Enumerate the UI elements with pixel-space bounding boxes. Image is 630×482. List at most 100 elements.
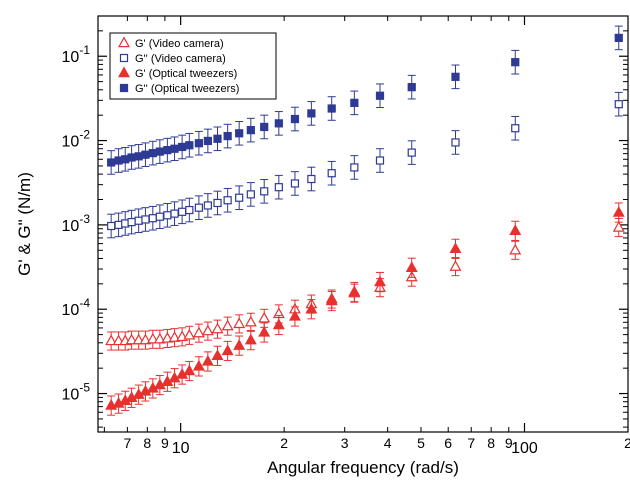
data-point bbox=[235, 129, 244, 138]
data-point bbox=[139, 333, 152, 345]
data-point bbox=[274, 183, 283, 192]
legend-marker bbox=[118, 36, 130, 48]
legend-label: G' (Video camera) bbox=[135, 38, 224, 50]
data-point bbox=[178, 142, 187, 152]
data-point bbox=[511, 124, 520, 133]
data-point bbox=[170, 144, 179, 153]
data-point bbox=[246, 126, 255, 135]
points bbox=[107, 33, 623, 167]
y-tick-label: 10-3 bbox=[62, 212, 91, 235]
data-point bbox=[203, 136, 212, 146]
data-point bbox=[327, 104, 336, 113]
data-point bbox=[141, 215, 150, 224]
legend-marker bbox=[118, 66, 130, 78]
x-minor-tick-label: 7 bbox=[123, 435, 131, 451]
data-point bbox=[614, 33, 623, 43]
data-point bbox=[148, 148, 157, 158]
x-minor-tick-label: 4 bbox=[384, 435, 392, 451]
x-minor-tick-label: 8 bbox=[487, 435, 495, 451]
data-point bbox=[327, 169, 336, 178]
x-minor-tick-label: 5 bbox=[417, 435, 425, 451]
data-point bbox=[153, 332, 166, 344]
series-3 bbox=[107, 25, 623, 175]
data-point bbox=[260, 122, 269, 132]
data-point bbox=[223, 196, 232, 205]
legend-marker bbox=[119, 83, 129, 93]
data-point bbox=[374, 275, 386, 287]
data-point bbox=[233, 339, 246, 350]
y-tick-label: 10-1 bbox=[62, 43, 91, 66]
data-point bbox=[114, 220, 123, 230]
data-point bbox=[155, 212, 164, 221]
x-minor-tick-label: 6 bbox=[444, 435, 452, 451]
x-minor-tick-label: 9 bbox=[505, 435, 513, 451]
data-point bbox=[307, 109, 316, 118]
x-minor-tick-label: 2 bbox=[280, 435, 288, 451]
data-point bbox=[203, 201, 212, 210]
x-minor-tick-label: 9 bbox=[161, 435, 169, 451]
data-point bbox=[449, 260, 462, 271]
data-point bbox=[105, 334, 118, 346]
data-point bbox=[407, 83, 416, 92]
data-point bbox=[405, 261, 418, 272]
data-point bbox=[451, 138, 460, 147]
data-point bbox=[194, 203, 203, 212]
data-point bbox=[246, 190, 255, 199]
data-point bbox=[244, 315, 257, 327]
data-point bbox=[127, 217, 136, 227]
data-point bbox=[511, 58, 520, 67]
data-point bbox=[509, 243, 522, 255]
data-point bbox=[213, 134, 222, 143]
data-point bbox=[211, 322, 224, 334]
error-bars bbox=[107, 202, 623, 416]
data-point bbox=[612, 221, 625, 232]
data-point bbox=[192, 359, 205, 371]
data-point bbox=[153, 378, 166, 390]
data-point bbox=[307, 174, 316, 184]
data-point bbox=[407, 148, 416, 157]
data-point bbox=[201, 354, 214, 366]
data-point bbox=[148, 214, 157, 223]
data-point bbox=[178, 207, 187, 216]
x-minor-tick-label: 2 bbox=[624, 435, 630, 451]
data-point bbox=[185, 205, 194, 215]
error-bars bbox=[107, 91, 623, 239]
data-point bbox=[125, 333, 138, 345]
data-point bbox=[141, 150, 150, 159]
data-point bbox=[350, 98, 359, 107]
data-point bbox=[235, 193, 244, 202]
data-point bbox=[114, 156, 123, 165]
data-point bbox=[221, 344, 234, 356]
data-point bbox=[375, 91, 385, 100]
data-point bbox=[449, 242, 462, 254]
data-point bbox=[258, 311, 271, 323]
data-point bbox=[139, 384, 152, 396]
data-point bbox=[290, 179, 300, 188]
data-point bbox=[614, 100, 623, 109]
points bbox=[105, 221, 625, 346]
data-point bbox=[244, 333, 257, 345]
data-point bbox=[325, 294, 338, 306]
data-point bbox=[233, 317, 246, 329]
data-point bbox=[223, 131, 232, 141]
data-point bbox=[170, 209, 179, 218]
legend-label: G'' (Video camera) bbox=[135, 53, 226, 65]
x-minor-tick-label: 3 bbox=[341, 435, 349, 451]
series-0 bbox=[105, 218, 625, 351]
legend-marker bbox=[119, 53, 129, 63]
y-axis-label: G' & G" (N/m) bbox=[15, 172, 34, 276]
x-minor-tick-label: 8 bbox=[143, 435, 151, 451]
data-point bbox=[127, 153, 136, 162]
data-point bbox=[290, 114, 300, 124]
series-1 bbox=[107, 91, 623, 239]
data-point bbox=[183, 328, 196, 340]
data-point bbox=[288, 309, 301, 321]
data-point bbox=[211, 349, 224, 361]
legend-items: G' (Video camera) G'' (Video camera) G' (O… bbox=[118, 36, 239, 95]
legend-box bbox=[109, 32, 277, 100]
data-point bbox=[221, 319, 234, 331]
data-point bbox=[134, 216, 143, 225]
data-point bbox=[509, 224, 522, 236]
x-tick-label: 10 bbox=[172, 440, 190, 457]
